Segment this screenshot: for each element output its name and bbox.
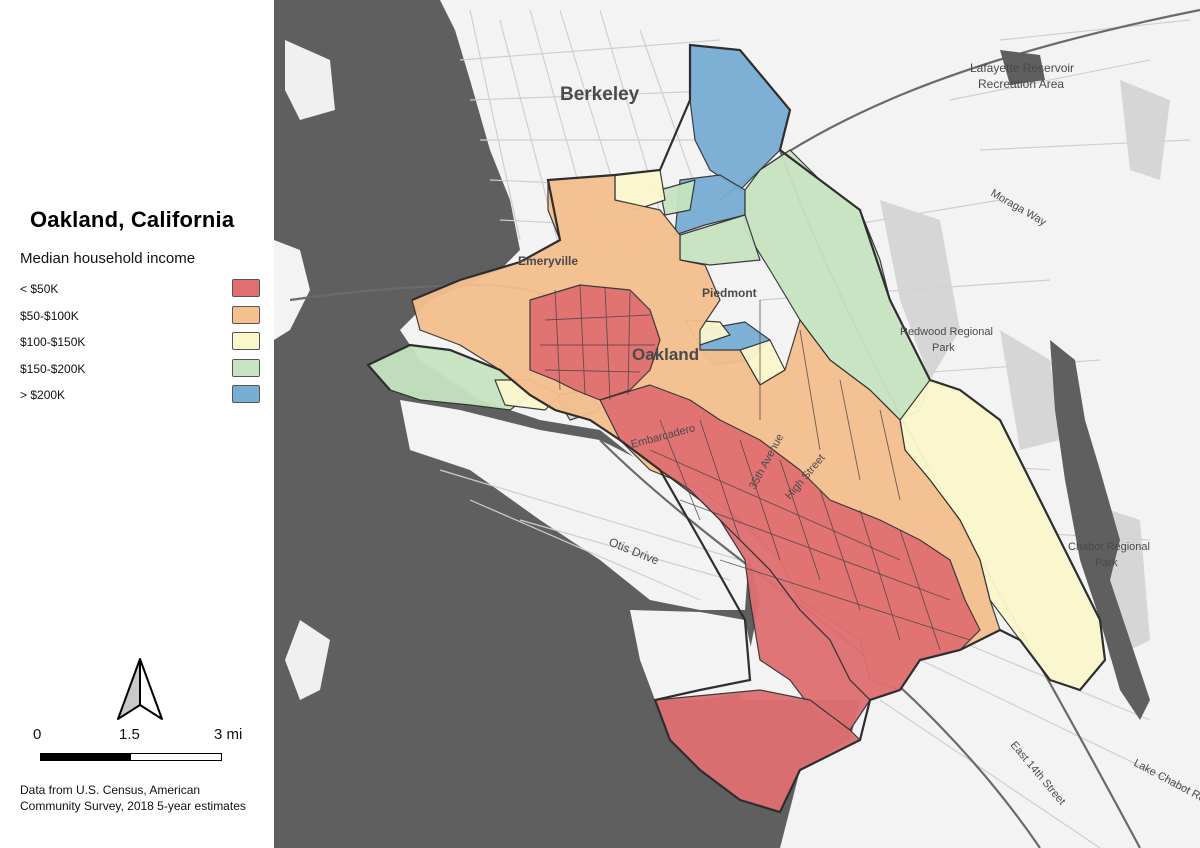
legend-panel: Oakland, California Median household inc… [0,0,274,848]
label-emeryville: Emeryville [518,254,578,268]
legend-swatch [232,332,260,350]
legend-swatch [232,385,260,403]
label-berkeley: Berkeley [560,84,640,105]
legend-label: > $200K [20,388,66,402]
land-sf-fragment [274,240,310,340]
legend-item-50-100k: $50-$100K [20,306,262,328]
legend-label: $100-$150K [20,335,86,349]
legend-label: $150-$200K [20,362,86,376]
label-lafayette-2: Recreation Area [978,77,1064,91]
land-alameda [400,400,750,610]
legend-swatch [232,359,260,377]
legend-swatch [232,279,260,297]
label-piedmont: Piedmont [702,286,757,300]
tract-under-50k [529,284,661,401]
lafayette-reservoir [1000,50,1045,85]
scale-bar-dark [40,753,130,761]
north-arrow-icon [117,658,163,720]
label-chabot: Chabot Regional [1068,541,1150,553]
legend-item-over-200k: > $200K [20,385,262,407]
land-island-fragment [285,620,330,700]
label-lafayette: Lafayette Reservoir [970,61,1074,75]
scale-label-mid: 1.5 [119,726,140,743]
oakland-city-boundary [366,43,1107,814]
map-svg: Berkeley Oakland Emeryville Piedmont Laf… [274,0,1200,848]
label-chabot-2: Park [1095,557,1118,569]
label-redwood: Redwood Regional [900,326,993,338]
lake-chabot [1050,340,1150,720]
legend-label: $50-$100K [20,309,79,323]
land-bay-farm [630,610,760,700]
source-note: Data from U.S. Census, American Communit… [20,783,246,813]
legend-label: < $50K [20,282,59,296]
label-redwood-2: Park [932,342,955,354]
legend-swatch [232,306,260,324]
scale-label-end: 3 mi [214,726,243,743]
map-canvas[interactable]: Berkeley Oakland Emeryville Piedmont Laf… [274,0,1200,848]
land-north-fragment [285,40,335,120]
legend-item-150-200k: $150-$200K [20,359,262,381]
tract-boundaries [540,284,971,651]
scale-label-0: 0 [33,726,42,743]
legend-item-under-50k: < $50K [20,279,262,301]
scale-bar-light [130,753,222,761]
map-title: Oakland, California [30,207,235,232]
label-oakland: Oakland [632,345,699,364]
legend-item-100-150k: $100-$150K [20,332,262,354]
legend-title: Median household income [20,250,196,267]
tract-150-200k [659,179,696,216]
